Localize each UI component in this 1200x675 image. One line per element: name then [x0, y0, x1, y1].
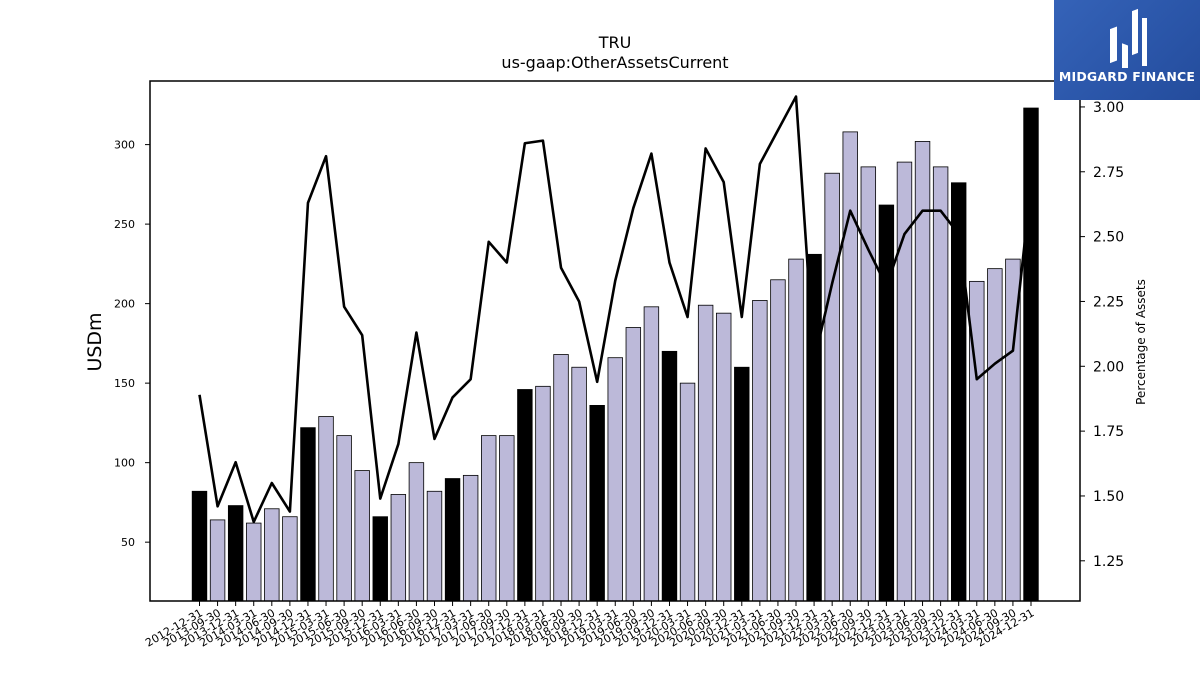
bar [227, 505, 244, 602]
y-tick-label: 300 [114, 139, 135, 152]
bar [1023, 107, 1039, 602]
bar [426, 490, 443, 602]
bar [842, 131, 858, 602]
bar [517, 389, 533, 602]
y2-tick-label: 2.75 [1093, 165, 1124, 181]
chart-title: TRU [598, 33, 632, 52]
bar [806, 253, 822, 602]
chart-subtitle: us-gaap:OtherAssetsCurrent [501, 53, 728, 72]
y2-axis-label: Percentage of Assets [1134, 279, 1148, 405]
y2-tick-label: 1.75 [1093, 424, 1124, 440]
bar [481, 435, 497, 602]
bar [697, 304, 714, 602]
bar [354, 470, 370, 602]
bar [571, 366, 587, 602]
bar [209, 519, 226, 602]
bar [661, 350, 678, 602]
bar [987, 268, 1003, 602]
bar [282, 516, 298, 602]
bar [770, 279, 786, 602]
bar [535, 385, 551, 602]
y2-tick-label: 1.50 [1093, 489, 1124, 505]
y2-axis-ticks: 1.25 1.50 1.75 2.00 2.25 2.50 2.75 3.00 [1080, 100, 1124, 570]
y2-tick-label: 3.00 [1093, 100, 1124, 116]
bar-series [191, 107, 1039, 602]
y-tick-label: 150 [114, 377, 135, 390]
plot-frame [149, 80, 1081, 602]
y-tick-label: 50 [121, 536, 135, 549]
bar [878, 204, 895, 602]
y2-tick-label: 1.25 [1093, 554, 1124, 570]
bar [553, 354, 569, 602]
bar [336, 435, 352, 602]
bar [246, 522, 262, 602]
bar [679, 382, 696, 602]
bar [390, 494, 407, 602]
line-series [198, 95, 1033, 524]
bar [300, 427, 316, 602]
bar [951, 182, 967, 602]
bar [860, 166, 877, 602]
bar [589, 404, 605, 602]
bar [824, 172, 840, 602]
y-axis-ticks: 50 100 150 200 250 300 [114, 139, 150, 549]
brand-logo-text: MIDGARD FINANCE [1058, 69, 1196, 84]
y2-tick-label: 2.50 [1093, 230, 1124, 246]
bar [408, 462, 425, 602]
y-tick-label: 250 [114, 218, 135, 231]
bar [191, 490, 208, 602]
bar [625, 327, 642, 602]
bar [372, 516, 388, 602]
bar [752, 300, 768, 602]
bar [444, 478, 461, 602]
bar [788, 258, 804, 602]
midgard-logo-icon [1110, 8, 1147, 68]
bar [716, 312, 732, 602]
bar [499, 435, 515, 602]
y2-tick-label: 2.25 [1093, 294, 1124, 310]
y-tick-label: 200 [114, 298, 135, 311]
brand-logo: MIDGARD FINANCE [1054, 0, 1200, 100]
bar [932, 166, 949, 602]
x-axis-ticks: 2012-12-312013-09-302013-12-312014-03-31… [143, 601, 1037, 650]
y2-tick-label: 2.00 [1093, 359, 1124, 375]
y-axis-label: USDm [84, 312, 106, 371]
bar [462, 474, 479, 602]
bar [607, 357, 623, 602]
y-tick-label: 100 [114, 457, 135, 470]
bar [264, 508, 280, 602]
bar [734, 366, 750, 602]
percentage-line [198, 95, 1033, 524]
bar [318, 416, 334, 602]
bar [643, 306, 660, 602]
